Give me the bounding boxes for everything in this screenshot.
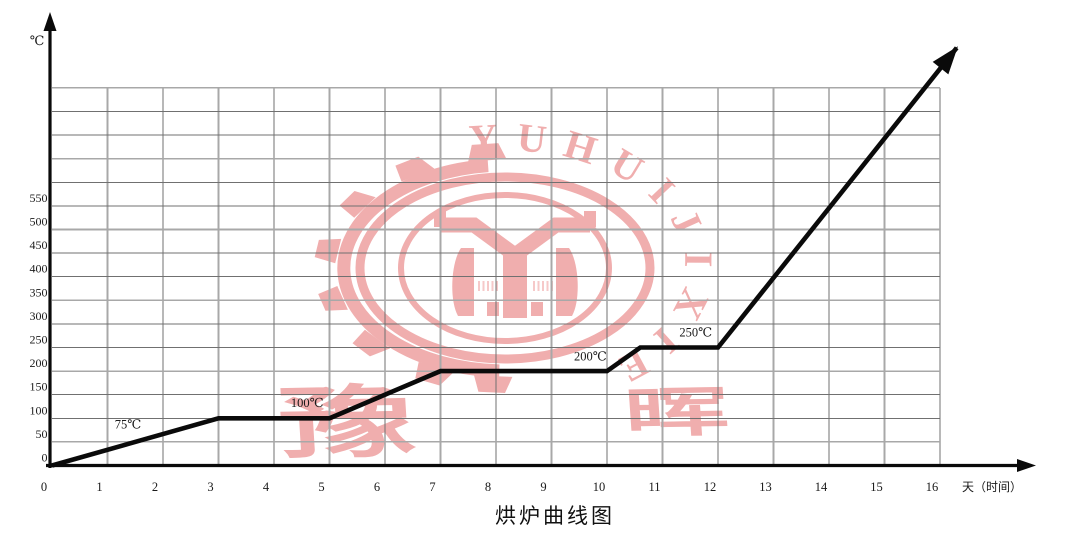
x-tick-label: 3 [207,480,213,494]
x-tick-label: 10 [593,480,606,494]
watermark-monogram-foot [487,302,499,316]
x-tick-label: 5 [318,480,324,494]
curve-annotation-label: 75℃ [115,417,142,431]
watermark-char-left: 豫 [277,380,419,469]
watermark-hash-mark [482,281,485,291]
x-tick-label: 13 [759,480,772,494]
watermark-hash-mark [546,281,549,291]
watermark-gear-tooth [468,143,507,162]
y-axis-unit-label: ℃ [30,34,45,49]
watermark-hash-mark [537,281,540,291]
x-axis-arrowhead [1017,459,1036,472]
x-tick-label: 16 [926,480,939,494]
watermark-gear-tooth [339,191,376,218]
y-tick-label: 500 [30,215,48,229]
watermark-monogram-foot [531,302,543,316]
y-tick-label: 450 [30,238,48,252]
temperature-curve-line [51,46,959,468]
y-tick-label: 550 [30,191,48,205]
watermark-gear-shapes [314,143,655,393]
y-tick-label: 350 [30,285,48,299]
watermark-gear-rim [337,159,500,378]
chart-title: 烘炉曲线图 [495,504,615,528]
y-tick-label: 50 [36,427,48,441]
watermark-gear-tooth [314,238,342,264]
x-tick-label: 4 [263,480,270,494]
x-tick-label: 7 [429,480,435,494]
y-tick-label: 400 [30,262,48,276]
y-tick-label: 300 [30,309,48,323]
watermark-monogram-trunk [503,246,527,318]
curve-annotation-label: 100℃ [291,396,324,410]
x-tick-label: 1 [96,480,102,494]
x-tick-label: 2 [152,480,158,494]
watermark-hash-mark [542,281,544,291]
axis-unit-labels: ℃ 天（时间） [30,34,1022,494]
watermark-monogram-left-arm [440,217,520,262]
watermark-hash-mark [533,281,535,291]
curve-annotations: 75℃ 100℃ 200℃ 250℃ [115,325,712,431]
x-tick-label: 8 [485,480,491,494]
x-tick-label: 12 [704,480,717,494]
x-tick-label: 14 [815,480,828,494]
y-tick-label: 250 [30,333,48,347]
axes [43,12,1036,472]
watermark-monogram-right-arm [510,217,590,262]
watermark-gear-tooth [395,156,435,182]
curve-annotation-label: 200℃ [574,349,607,363]
watermark-gear-tooth [474,375,513,393]
watermark-monogram-flare [584,211,596,227]
watermark-gear-tooth [318,286,348,311]
x-tick-label: 9 [540,480,546,494]
x-axis-unit-label: 天（时间） [962,480,1022,494]
y-tick-label: 0 [42,451,48,465]
y-tick-label: 150 [30,380,48,394]
watermark-hash-mark [491,281,494,291]
watermark-monogram-left-blade [452,248,474,316]
y-tick-label: 100 [30,403,48,417]
watermark-hash-mark [487,281,489,291]
curve-annotation-label: 250℃ [679,325,712,339]
watermark-gear-tooth [352,329,391,357]
x-tick-label: 6 [374,480,380,494]
y-axis-arrowhead [43,12,57,31]
curve-arrowhead [932,46,958,75]
watermark-char-right: 晖 [622,382,731,444]
x-tick-label: 11 [648,480,660,494]
watermark-hash-mark [496,281,498,291]
x-tick-label: 0 [41,480,47,494]
grid [52,87,941,466]
x-tick-label: 15 [870,480,883,494]
watermark-hash-mark [478,281,480,291]
watermark-inner-ring [398,192,612,344]
watermark-outer-ring [355,172,655,364]
y-tick-label: 200 [30,356,48,370]
watermark-monogram-right-blade [556,248,578,316]
temperature-curve [51,46,959,468]
